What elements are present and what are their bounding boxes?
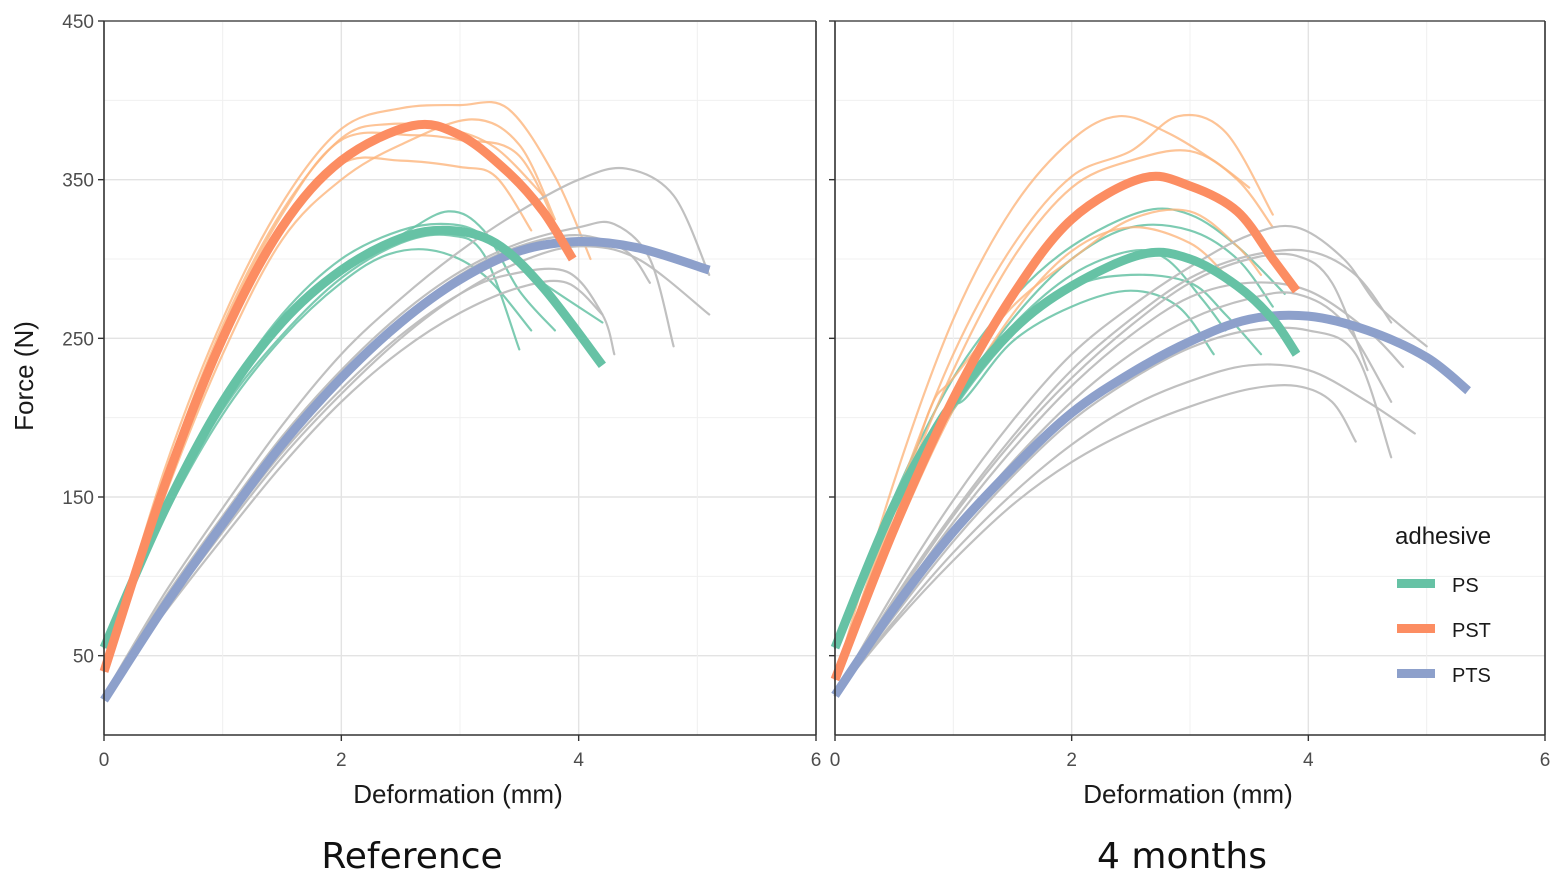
panel-reference: 50 150 250 350 450 0 2 4 6 Deformation (mm) — [62, 12, 821, 809]
x-tick-label: 6 — [811, 750, 822, 771]
replicate-line-pts — [102, 279, 604, 697]
replicate-line-pts — [833, 224, 1428, 697]
series-line-pst — [99, 119, 577, 673]
grid — [103, 20, 817, 736]
legend-label-pts: PTS — [1452, 665, 1491, 687]
replicate-curves — [833, 113, 1428, 697]
legend-title: adhesive — [1395, 523, 1491, 550]
grid — [834, 20, 1546, 736]
series-line-pts — [100, 236, 711, 703]
replicate-line-pst — [102, 100, 592, 673]
mean-curves — [99, 119, 711, 703]
x-tick-label: 0 — [830, 750, 841, 771]
legend: adhesive PS PST PTS — [1395, 523, 1491, 687]
y-tick-label: 350 — [62, 171, 94, 192]
mean-curves — [830, 171, 1472, 698]
replicate-line-pts — [833, 383, 1357, 697]
series-line-ps — [99, 225, 606, 650]
x-tick-label: 6 — [1540, 750, 1551, 771]
x-tick-label: 4 — [573, 750, 584, 771]
series-line-pts — [831, 310, 1472, 698]
legend-label-pst: PST — [1452, 620, 1491, 642]
replicate-line-pts — [833, 281, 1405, 697]
replicate-line-pts — [833, 252, 1369, 697]
y-tick-label: 150 — [62, 488, 94, 509]
x-tick-label: 4 — [1303, 750, 1314, 771]
panel-4-months: 0 2 4 6 Deformation (mm) — [829, 20, 1551, 809]
axes: 50 150 250 350 450 0 2 4 6 Deformation (mm) — [62, 12, 821, 809]
legend-swatch-pts — [1397, 669, 1435, 678]
x-tick-label: 2 — [1066, 750, 1077, 771]
caption-reference: Reference — [321, 836, 503, 877]
replicate-line-pts — [102, 220, 675, 697]
x-tick-label: 2 — [336, 750, 347, 771]
y-tick-label: 50 — [73, 647, 94, 668]
x-axis-title: Deformation (mm) — [1083, 779, 1292, 809]
legend-swatch-pst — [1397, 624, 1435, 633]
y-tick-label: 450 — [62, 12, 94, 33]
replicate-line-pts — [102, 166, 711, 697]
replicate-line-pst — [833, 115, 1251, 681]
x-tick-label: 0 — [99, 750, 110, 771]
series-line-ps — [830, 247, 1301, 650]
replicate-line-pts — [833, 326, 1393, 697]
y-axis-title: Force (N) — [9, 321, 39, 431]
legend-swatch-ps — [1397, 579, 1435, 588]
axes: 0 2 4 6 Deformation (mm) — [829, 20, 1551, 809]
replicate-line-pts — [833, 248, 1393, 697]
caption-4-months: 4 months — [1097, 836, 1267, 877]
x-axis-title: Deformation (mm) — [353, 779, 562, 809]
series-line-pst — [830, 171, 1301, 682]
y-tick-label: 250 — [62, 329, 94, 350]
legend-label-ps: PS — [1452, 575, 1479, 597]
replicate-line-pts — [833, 363, 1416, 697]
